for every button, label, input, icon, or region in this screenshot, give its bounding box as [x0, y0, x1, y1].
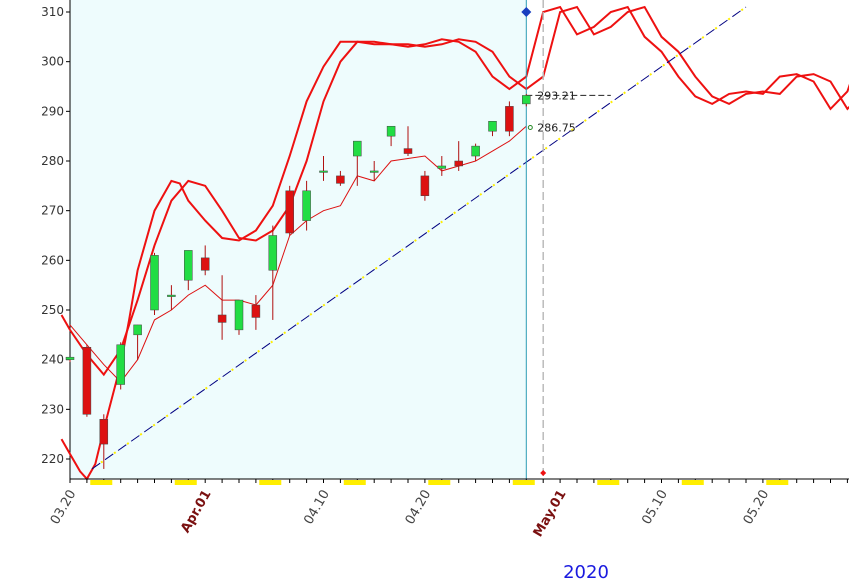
x-tick-label: 04.20 [403, 488, 435, 528]
candle-body [403, 148, 413, 154]
annotations: 293.21 286.75 [527, 89, 576, 134]
lower-band-line [60, 5, 849, 481]
x-tick-label: 03.20 [48, 488, 80, 528]
shaded-region [70, 0, 527, 479]
y-tick-label: 240 [41, 353, 64, 367]
candle-body [522, 95, 531, 105]
candle-body [116, 344, 125, 385]
candle-body [437, 165, 447, 169]
y-tick-label: 310 [41, 5, 64, 19]
y-tick-label: 260 [41, 253, 64, 267]
candle-body [99, 419, 109, 445]
y-tick-label: 220 [41, 452, 64, 466]
highlight-region [70, 0, 527, 479]
candle-body [167, 294, 176, 297]
candle-body [369, 170, 379, 173]
week-marker [90, 480, 113, 485]
x-tick-label: 05.20 [741, 488, 773, 528]
upper-band-line [60, 5, 849, 377]
candle-body [353, 140, 362, 157]
candle-body [505, 106, 514, 132]
week-marker [343, 480, 366, 485]
week-marker [428, 480, 451, 485]
week-marker [681, 480, 704, 485]
moving-average-line [69, 125, 527, 383]
candle-body [386, 125, 396, 137]
candle-body [319, 170, 328, 173]
x-tick-label: May.01 [531, 488, 570, 540]
candle-body [251, 304, 261, 318]
week-marker [259, 480, 282, 485]
candle-body [471, 145, 480, 157]
y-tick-label: 290 [41, 104, 64, 118]
x-tick-label: Apr.01 [178, 488, 214, 536]
week-marker [174, 480, 197, 485]
x-tick-label: 05.10 [639, 488, 671, 528]
candle-body [150, 255, 159, 311]
value-annotation: 286.75 [537, 121, 576, 134]
annotation-dot [527, 124, 533, 130]
x-tick-label: 04.10 [301, 488, 333, 528]
y-tick-label: 270 [41, 204, 64, 218]
candle-body [336, 175, 345, 184]
candle-body [420, 175, 430, 197]
candle-body [82, 347, 92, 415]
candle-body [200, 257, 210, 271]
candle-body [454, 160, 463, 167]
band-lines [60, 5, 849, 481]
trendline-dashed [91, 6, 747, 470]
candle-body [133, 324, 142, 336]
y-tick-label: 250 [41, 303, 64, 317]
candle-body [65, 356, 75, 360]
y-axis: 220 230 240 250 260 270 280 290 300 310 [41, 0, 71, 479]
candle-body [302, 190, 311, 221]
year-label: 2020 [563, 562, 609, 581]
projection-marker [540, 470, 547, 476]
cursor-marker [521, 7, 532, 17]
candle-body [184, 250, 193, 281]
week-marker [597, 480, 620, 485]
week-marker [766, 480, 789, 485]
y-tick-label: 230 [41, 402, 64, 416]
candle-body [488, 121, 497, 132]
candles [65, 93, 531, 469]
value-annotation: 293.21 [537, 89, 576, 102]
candle-body [285, 190, 294, 234]
trendline [91, 0, 747, 479]
candle-body [268, 235, 278, 271]
y-tick-label: 300 [41, 55, 64, 69]
trendline-dots [91, 6, 747, 470]
x-axis: 03.20 Apr.01 04.10 04.20 May.01 05.10 05.20 [48, 478, 849, 540]
candle-body [217, 314, 227, 323]
week-marker [512, 480, 535, 485]
y-tick-label: 280 [41, 154, 64, 168]
candle-body [234, 299, 244, 331]
